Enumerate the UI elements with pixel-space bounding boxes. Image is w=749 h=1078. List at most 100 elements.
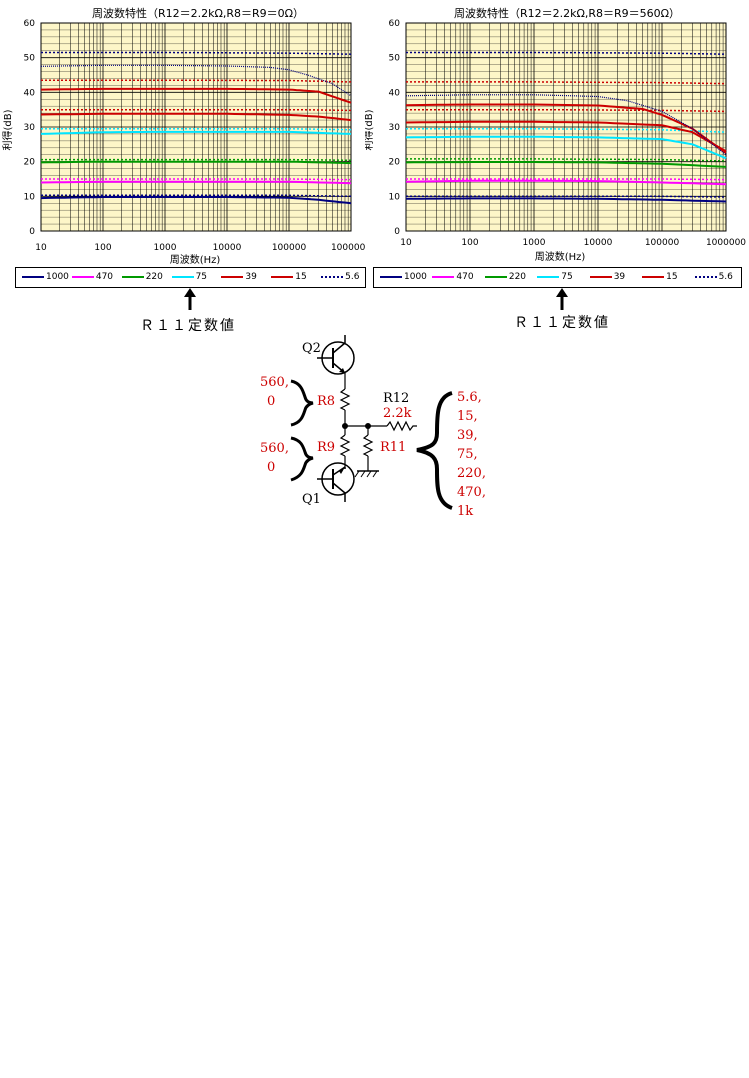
r8-value-2: 0 <box>267 394 275 409</box>
x-tick-label: 100000 <box>645 238 680 248</box>
series-line-470-solid <box>40 180 352 185</box>
r11-value: 470, <box>457 485 486 500</box>
series-line-75-solid <box>40 130 352 135</box>
r11-value: 220, <box>457 466 486 481</box>
x-tick-label: 10000 <box>584 238 613 248</box>
legend-swatch <box>484 276 507 278</box>
x-tick-label: 10000 <box>213 243 242 253</box>
label-r9: R9 <box>317 440 335 455</box>
up-arrow-icon <box>556 288 568 310</box>
y-tick-label: 10 <box>24 192 36 202</box>
series-line-1000-dotted <box>406 195 727 198</box>
legend-swatch <box>380 276 402 278</box>
series-line-75-solid <box>405 135 727 160</box>
y-axis-label: 利得(dB) <box>365 109 375 150</box>
r11-value: 39, <box>457 428 478 443</box>
series-line-39-dotted <box>406 108 727 113</box>
r11-caption-left: Ｒ１１定数値 <box>140 318 236 334</box>
y-tick-label: 60 <box>24 19 36 29</box>
label-r8: R8 <box>317 394 335 409</box>
series-line-15-dotted <box>406 81 727 85</box>
series-line-39-solid <box>40 112 352 122</box>
legend-swatch <box>71 276 94 278</box>
legend-label: 220 <box>508 272 527 282</box>
r11-value: 75, <box>457 447 478 462</box>
legend-label: 5.6 <box>718 272 733 282</box>
legend-label: 75 <box>561 272 573 282</box>
series-line-15-dotted <box>41 79 352 83</box>
series-line-220-dotted <box>41 158 352 162</box>
up-arrow-icon <box>184 288 196 310</box>
resistor-r12-icon <box>386 420 417 432</box>
y-tick-label: 20 <box>389 158 401 168</box>
label-r12-value: 2.2k <box>383 406 412 421</box>
y-tick-label: 40 <box>24 88 36 98</box>
series-line-470-solid <box>405 179 727 186</box>
r11-value-list: 5.6, 15, 39, 75, 220, 470, 1k <box>457 390 486 519</box>
legend-swatch <box>271 276 294 278</box>
r9-value-2: 0 <box>267 460 275 475</box>
legend-swatch <box>694 276 717 278</box>
legend-right: 1000 470 220 75 39 15 5.6 <box>373 267 742 288</box>
label-r12: R12 <box>383 391 409 406</box>
legend-label: 1000 <box>46 272 69 282</box>
y-tick-label: 60 <box>389 19 401 29</box>
resistor-r11-icon <box>362 434 374 457</box>
r11-value: 5.6, <box>457 390 482 405</box>
circuit-schematic: Q2 R8 560, 0 R12 2.2k R9 560, 0 R11 5.6,… <box>260 335 486 519</box>
r9-value-1: 560, <box>260 441 289 456</box>
legend-swatch <box>589 276 612 278</box>
legend-label: 39 <box>245 272 257 282</box>
brace-r8-icon <box>290 379 314 427</box>
series-line-39-solid <box>405 120 727 153</box>
series-line-1000-solid <box>40 196 352 205</box>
x-axis-label: 周波数(Hz) <box>170 253 221 265</box>
legend-label: 1000 <box>404 272 427 282</box>
legend-label: 39 <box>613 272 626 282</box>
series-line-5_6-solid <box>405 94 727 156</box>
x-tick-label: 10 <box>35 243 47 253</box>
series-line-1000-dotted <box>41 194 352 198</box>
legend-label: 15 <box>666 272 678 282</box>
y-tick-label: 0 <box>394 227 400 237</box>
series-line-15-solid <box>40 87 352 104</box>
y-tick-label: 30 <box>24 123 36 133</box>
label-q1: Q1 <box>302 492 321 507</box>
legend-left: 1000 470 220 75 39 15 5.6 <box>15 267 366 288</box>
series-line-5_6-dotted <box>41 51 352 55</box>
legend-swatch <box>221 276 244 278</box>
r11-value: 15, <box>457 409 478 424</box>
label-r11: R11 <box>380 440 406 455</box>
legend-label: 15 <box>295 272 307 282</box>
legend-label: 470 <box>95 272 114 282</box>
legend-swatch <box>537 276 560 278</box>
chart-title: 周波数特性（R12＝2.2kΩ,R8＝R9＝560Ω） <box>454 6 680 20</box>
series-line-15-solid <box>405 103 727 154</box>
legend-label: 5.6 <box>345 272 360 282</box>
chart-right-svg: 周波数特性（R12＝2.2kΩ,R8＝R9＝560Ω） 010203040506… <box>363 6 747 263</box>
x-tick-label: 1000000 <box>706 238 746 248</box>
y-tick-label: 30 <box>389 123 401 133</box>
transistor-q1-icon <box>317 462 355 502</box>
legend-label: 220 <box>145 272 163 282</box>
r8-value-1: 560, <box>260 375 289 390</box>
label-q2: Q2 <box>302 341 321 356</box>
brace-r9-icon <box>290 436 314 482</box>
legend-swatch <box>171 276 194 278</box>
x-tick-label: 1000 <box>154 243 177 253</box>
x-tick-label: 100 <box>461 238 478 248</box>
legend-swatch <box>432 276 455 278</box>
brace-r11-icon <box>416 391 453 510</box>
y-tick-label: 50 <box>24 54 36 64</box>
series-line-220-solid <box>405 161 727 168</box>
y-tick-label: 40 <box>389 88 401 98</box>
legend-label: 75 <box>195 272 208 282</box>
chart-right: 周波数特性（R12＝2.2kΩ,R8＝R9＝560Ω） 0 10 20 30 40 50 6… <box>363 0 749 269</box>
y-tick-label: 20 <box>24 158 36 168</box>
y-tick-label: 0 <box>29 227 35 237</box>
y-tick-label: 50 <box>389 54 401 64</box>
series-line-1000-solid <box>405 197 727 203</box>
x-tick-label: 1000 <box>523 238 546 248</box>
legend-swatch <box>642 276 665 278</box>
